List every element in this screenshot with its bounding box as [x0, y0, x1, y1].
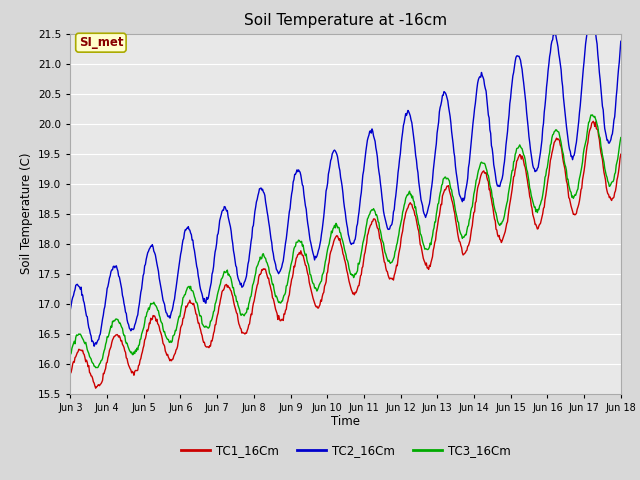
TC2_16Cm: [190, 244, 198, 250]
TC2_16Cm: [67, 306, 74, 312]
TC3_16Cm: [429, 228, 437, 233]
TC3_16Cm: [67, 352, 74, 358]
TC3_16Cm: [617, 135, 625, 141]
TC1_16Cm: [617, 151, 625, 157]
TC1_16Cm: [134, 367, 141, 373]
X-axis label: Time: Time: [331, 415, 360, 429]
TC1_16Cm: [77, 348, 84, 353]
TC2_16Cm: [90, 343, 98, 349]
TC2_16Cm: [429, 168, 437, 173]
Y-axis label: Soil Temperature (C): Soil Temperature (C): [20, 153, 33, 275]
TC1_16Cm: [190, 300, 198, 306]
TC2_16Cm: [617, 38, 625, 44]
Line: TC3_16Cm: TC3_16Cm: [70, 115, 621, 368]
TC3_16Cm: [93, 365, 101, 371]
Line: TC1_16Cm: TC1_16Cm: [70, 121, 621, 388]
TC3_16Cm: [77, 331, 84, 337]
TC1_16Cm: [413, 222, 421, 228]
TC2_16Cm: [77, 287, 84, 292]
Line: TC2_16Cm: TC2_16Cm: [70, 15, 621, 346]
TC3_16Cm: [589, 112, 596, 118]
TC2_16Cm: [588, 12, 596, 18]
TC1_16Cm: [92, 385, 99, 391]
TC1_16Cm: [67, 371, 74, 376]
TC2_16Cm: [413, 165, 421, 171]
TC1_16Cm: [429, 247, 437, 253]
TC1_16Cm: [589, 119, 597, 124]
Legend: TC1_16Cm, TC2_16Cm, TC3_16Cm: TC1_16Cm, TC2_16Cm, TC3_16Cm: [176, 439, 515, 462]
TC2_16Cm: [219, 207, 227, 213]
Text: SI_met: SI_met: [79, 36, 123, 49]
Title: Soil Temperature at -16cm: Soil Temperature at -16cm: [244, 13, 447, 28]
TC1_16Cm: [219, 288, 227, 293]
TC3_16Cm: [219, 274, 227, 280]
TC3_16Cm: [413, 213, 421, 219]
TC3_16Cm: [190, 291, 198, 297]
TC2_16Cm: [134, 312, 141, 318]
TC3_16Cm: [134, 347, 141, 353]
